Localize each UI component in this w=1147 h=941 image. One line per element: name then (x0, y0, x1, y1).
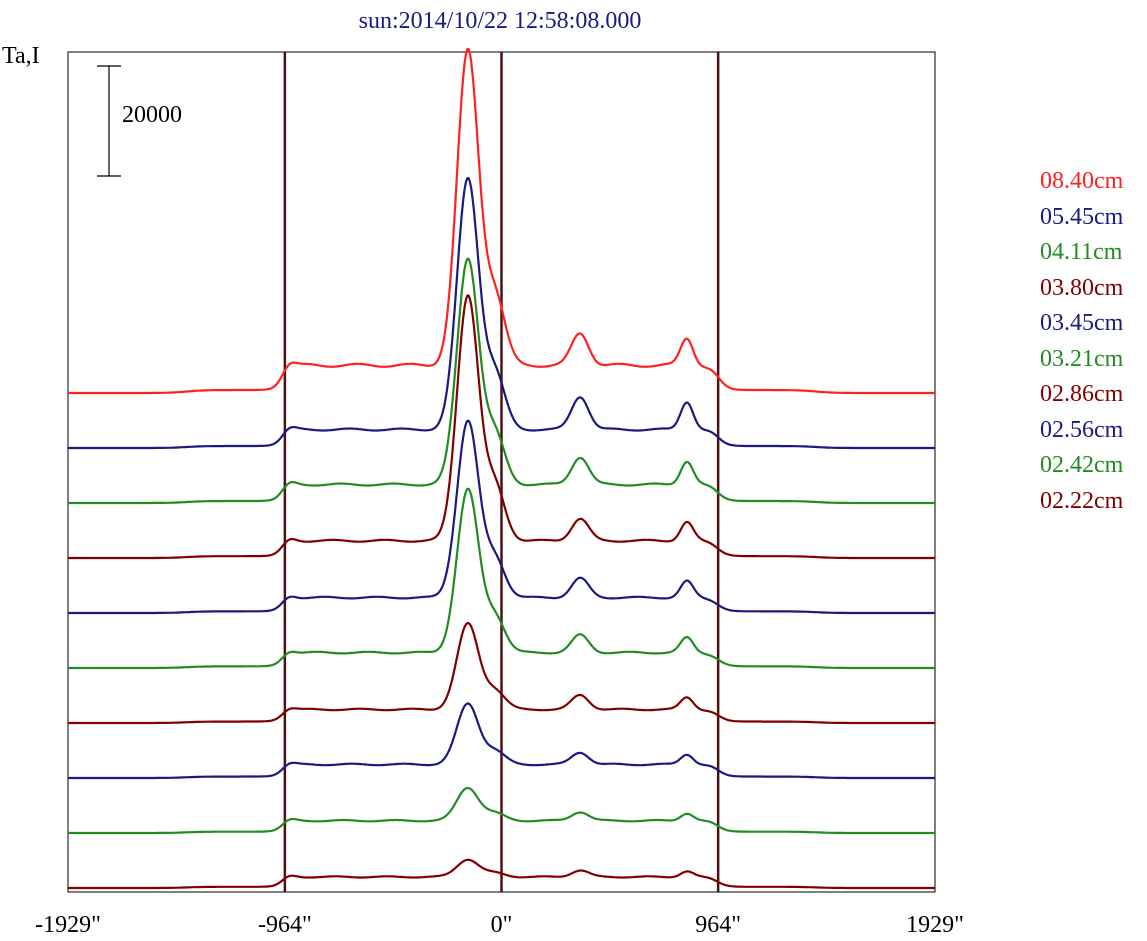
chart-title: sun:2014/10/22 12:58:08.000 (359, 8, 642, 34)
series-line-03.80cm (68, 294, 935, 560)
scale-bar-label: 20000 (122, 102, 182, 128)
x-tick-label-1: -964" (258, 912, 312, 938)
legend-entry-03.21cm: 03.21cm (1040, 345, 1124, 372)
series-line-02.42cm (68, 786, 935, 835)
series-line-04.11cm (68, 257, 935, 505)
x-tick-label-4: 1929" (906, 912, 964, 938)
legend-entry-03.80cm: 03.80cm (1040, 274, 1124, 301)
x-tick-label-3: 964" (695, 912, 741, 938)
series-line-02.22cm (68, 858, 935, 890)
series-line-08.40cm (68, 47, 935, 395)
x-tick-labels: -1929" -964" 0" 964" 1929" (35, 912, 964, 938)
series-lines (68, 47, 935, 890)
legend-entry-02.42cm: 02.42cm (1040, 452, 1124, 478)
legend-entry-02.22cm: 02.22cm (1040, 487, 1124, 514)
x-tick-label-0: -1929" (35, 912, 101, 938)
legend-entry-03.45cm: 03.45cm (1040, 310, 1124, 336)
series-line-03.21cm (68, 487, 935, 670)
x-tick-label-2: 0" (491, 912, 513, 938)
series-line-03.45cm (68, 419, 935, 615)
legend-entry-04.11cm: 04.11cm (1040, 239, 1123, 265)
series-line-05.45cm (68, 176, 935, 450)
series-line-02.86cm (68, 622, 935, 725)
series-line-02.56cm (68, 702, 935, 780)
y-axis-label: Ta,I (2, 43, 40, 69)
legend-entry-08.40cm: 08.40cm (1040, 168, 1124, 194)
vertical-reference-lines (283, 52, 720, 892)
legend-entry-02.56cm: 02.56cm (1040, 416, 1124, 443)
intensity-scale-bar (97, 65, 121, 177)
legend-entry-02.86cm: 02.86cm (1040, 381, 1124, 407)
legend-entry-05.45cm: 05.45cm (1040, 203, 1124, 230)
